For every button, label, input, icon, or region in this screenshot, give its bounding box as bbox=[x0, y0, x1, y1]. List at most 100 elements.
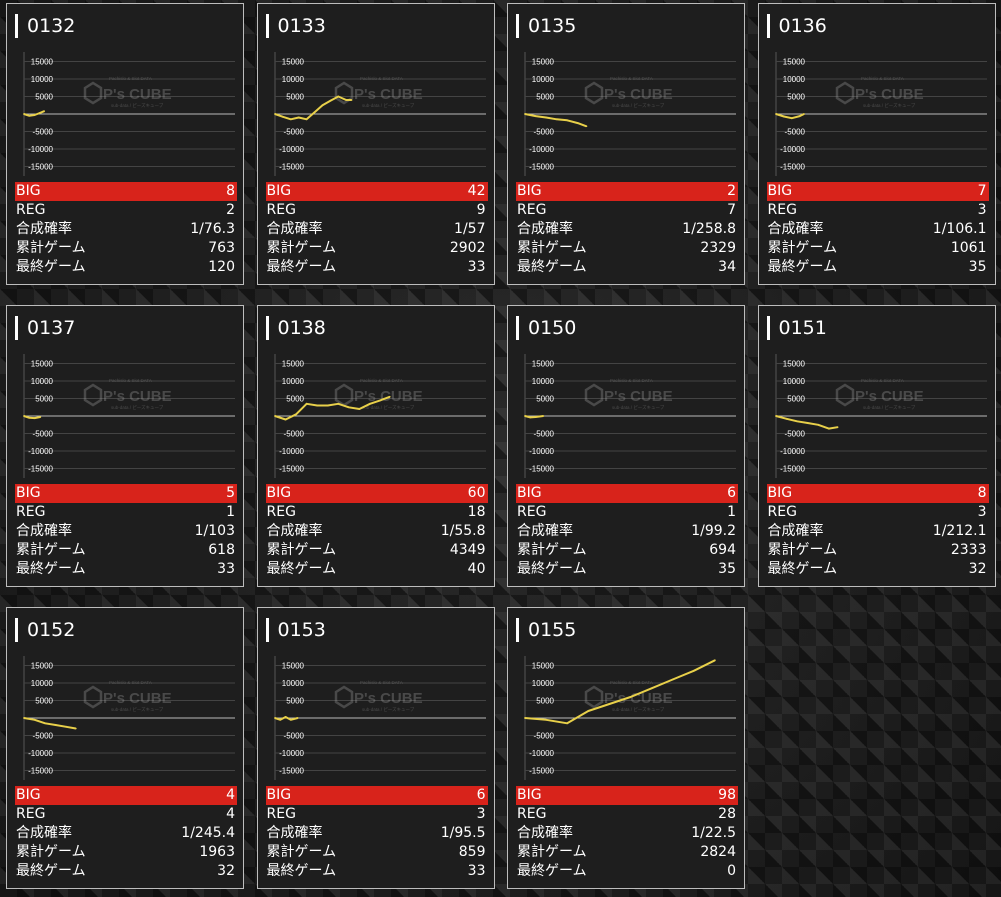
watermark-caption: Pachislo & Slot DATA bbox=[109, 76, 152, 81]
slump-graph: 15000 10000 5000 -5000 -10000 -15000 Pachislo … bbox=[774, 52, 987, 176]
stats-table: BIG 7 REG 3 合成確率 1/106.1 累計ゲーム 1061 最終ゲーム 35 bbox=[766, 182, 989, 277]
machine-card[interactable]: 0136 15000 10000 5000 -5000 -10000 -15000 Pachi… bbox=[757, 3, 996, 285]
y-tick-label: -15000 bbox=[279, 163, 304, 172]
total-games-value: 2329 bbox=[700, 240, 736, 256]
machine-card[interactable]: 0150 15000 10000 5000 -5000 -10000 -15000 Pachi… bbox=[507, 305, 745, 587]
combined-rate-label: 合成確率 bbox=[266, 825, 323, 841]
machine-card[interactable]: 0152 15000 10000 5000 -5000 -10000 -15000 Pachi… bbox=[6, 607, 244, 889]
machine-number: 0153 bbox=[265, 618, 326, 642]
machine-card[interactable]: 0135 15000 10000 5000 -5000 -10000 -15000 Pachi… bbox=[507, 3, 745, 285]
total-games-row: 累計ゲーム 763 bbox=[15, 239, 237, 258]
total-games-value: 859 bbox=[458, 844, 486, 860]
data-point bbox=[65, 725, 68, 728]
reg-value: 2 bbox=[226, 202, 235, 218]
stats-table: BIG 8 REG 3 合成確率 1/212.1 累計ゲーム 2333 最終ゲーム 32 bbox=[766, 484, 989, 579]
data-point bbox=[785, 417, 787, 420]
machine-card[interactable]: 0153 15000 10000 5000 -5000 -10000 -15000 Pachi… bbox=[256, 607, 495, 889]
y-tick-label: -15000 bbox=[529, 465, 554, 474]
y-tick-label: -5000 bbox=[283, 430, 304, 439]
reg-label: REG bbox=[517, 202, 547, 218]
combined-rate-row: 合成確率 1/106.1 bbox=[767, 220, 989, 239]
total-games-row: 累計ゲーム 618 bbox=[15, 541, 237, 560]
data-point bbox=[576, 122, 579, 124]
big-label: BIG bbox=[517, 183, 542, 199]
machine-card[interactable]: 0132 15000 10000 5000 -5000 -10000 -15000 Pachi… bbox=[6, 3, 244, 285]
y-tick-label: -10000 bbox=[529, 145, 554, 154]
data-point bbox=[629, 696, 632, 698]
slump-line bbox=[23, 415, 41, 420]
big-value: 7 bbox=[977, 183, 987, 199]
machine-number: 0152 bbox=[15, 618, 75, 642]
last-game-label: 最終ゲーム bbox=[266, 259, 337, 275]
last-game-row: 最終ゲーム 34 bbox=[516, 258, 738, 277]
y-tick-label: -10000 bbox=[780, 447, 805, 456]
slump-graph: 15000 10000 5000 -5000 -10000 -15000 Pachislo … bbox=[774, 354, 987, 478]
watermark-subcaption: sub-data / ピーズキューブ bbox=[863, 404, 916, 411]
last-game-label: 最終ゲーム bbox=[16, 259, 86, 275]
y-tick-label: -15000 bbox=[279, 465, 304, 474]
big-value: 98 bbox=[718, 787, 736, 803]
machine-card[interactable]: 0155 15000 10000 5000 -5000 -10000 -15000 Pachi… bbox=[507, 607, 745, 889]
total-games-label: 累計ゲーム bbox=[517, 542, 587, 558]
watermark-subcaption: sub-data / ピーズキューブ bbox=[111, 706, 164, 713]
last-game-value: 33 bbox=[217, 561, 235, 577]
slump-line bbox=[23, 717, 76, 730]
machine-number: 0132 bbox=[15, 14, 75, 38]
machine-card[interactable]: 0151 15000 10000 5000 -5000 -10000 -15000 Pachi… bbox=[757, 305, 996, 587]
reg-row: REG 3 bbox=[767, 503, 989, 522]
y-tick-label: 5000 bbox=[536, 697, 554, 706]
combined-rate-value: 1/245.4 bbox=[181, 825, 235, 841]
last-game-label: 最終ゲーム bbox=[767, 561, 838, 577]
y-tick-label: 5000 bbox=[787, 395, 805, 404]
y-tick-label: -10000 bbox=[279, 749, 304, 758]
machine-card[interactable]: 0137 15000 10000 5000 -5000 -10000 -15000 Pachi… bbox=[6, 305, 244, 587]
last-game-row: 最終ゲーム 35 bbox=[516, 560, 738, 579]
combined-rate-label: 合成確率 bbox=[266, 221, 323, 237]
reg-value: 4 bbox=[226, 806, 235, 822]
data-point bbox=[534, 115, 537, 117]
data-point bbox=[795, 420, 798, 423]
combined-rate-value: 1/22.5 bbox=[691, 825, 736, 841]
data-point bbox=[358, 408, 360, 410]
y-tick-label: 15000 bbox=[782, 360, 805, 369]
watermark-brand: P's CUBE bbox=[103, 388, 172, 405]
y-tick-label: 10000 bbox=[782, 75, 805, 84]
watermark-subcaption: sub-data / ピーズキューブ bbox=[612, 706, 665, 713]
data-point bbox=[344, 99, 347, 101]
last-game-value: 32 bbox=[968, 561, 987, 577]
reg-row: REG 1 bbox=[516, 503, 738, 522]
combined-rate-value: 1/258.8 bbox=[682, 221, 736, 237]
data-point bbox=[28, 114, 31, 117]
last-game-row: 最終ゲーム 33 bbox=[266, 258, 488, 277]
y-tick-label: -10000 bbox=[28, 447, 53, 456]
reg-row: REG 2 bbox=[15, 201, 237, 220]
reg-row: REG 9 bbox=[266, 201, 488, 220]
y-tick-label: -5000 bbox=[283, 732, 304, 741]
slump-graph: 15000 10000 5000 -5000 -10000 -15000 Pachislo … bbox=[273, 354, 486, 478]
y-tick-label: 15000 bbox=[31, 58, 54, 67]
y-tick-label: -10000 bbox=[28, 145, 53, 154]
combined-rate-row: 合成確率 1/55.8 bbox=[266, 522, 488, 541]
reg-value: 3 bbox=[476, 806, 486, 822]
machine-card[interactable]: 0138 15000 10000 5000 -5000 -10000 -15000 Pachi… bbox=[256, 305, 495, 587]
cube-icon bbox=[584, 685, 604, 709]
machine-card[interactable]: 0133 15000 10000 5000 -5000 -10000 -15000 Pachi… bbox=[256, 3, 495, 285]
y-tick-label: 10000 bbox=[782, 377, 805, 386]
big-row: BIG 42 bbox=[265, 182, 488, 201]
data-point bbox=[782, 115, 785, 118]
reg-value: 9 bbox=[476, 202, 486, 218]
total-games-label: 累計ゲーム bbox=[16, 844, 86, 860]
reg-value: 18 bbox=[467, 504, 486, 520]
big-row: BIG 6 bbox=[516, 484, 738, 503]
watermark-brand: P's CUBE bbox=[103, 86, 172, 103]
stats-table: BIG 2 REG 7 合成確率 1/258.8 累計ゲーム 2329 最終ゲーム 34 bbox=[516, 182, 738, 277]
y-tick-label: 10000 bbox=[31, 679, 54, 688]
last-game-value: 35 bbox=[718, 561, 736, 577]
last-game-row: 最終ゲーム 0 bbox=[516, 862, 738, 881]
cube-icon bbox=[83, 81, 103, 105]
reg-row: REG 4 bbox=[15, 805, 237, 824]
last-game-label: 最終ゲーム bbox=[517, 863, 587, 879]
